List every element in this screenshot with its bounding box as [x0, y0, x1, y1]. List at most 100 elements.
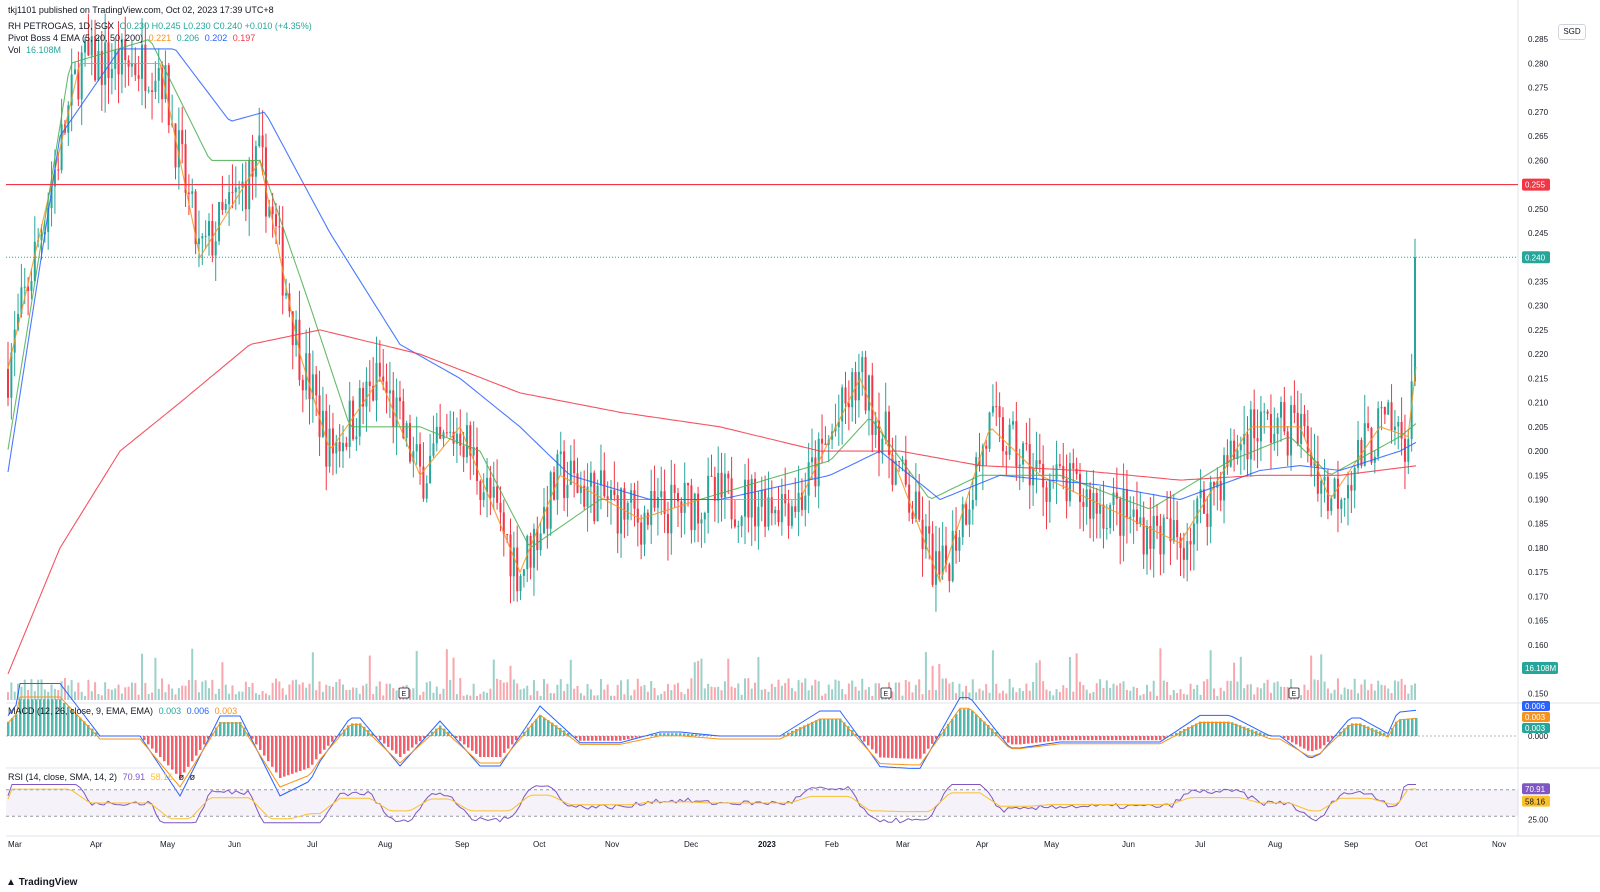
candle-body	[1350, 485, 1353, 491]
volume-bar	[214, 693, 217, 700]
volume-bar	[874, 683, 877, 700]
volume-bar	[1390, 693, 1393, 700]
volume-bar	[362, 685, 365, 700]
volume-bar	[857, 690, 860, 700]
macd-histogram-bar	[1243, 726, 1246, 736]
candle-body	[506, 534, 509, 536]
volume-bar	[1243, 688, 1246, 700]
candle-body	[1340, 499, 1343, 509]
volume-bar	[589, 689, 592, 700]
candle-body	[720, 472, 723, 498]
volume-bar	[1162, 680, 1165, 700]
volume-bar	[261, 691, 264, 700]
volume-bar	[1092, 691, 1095, 700]
candle-body	[985, 445, 988, 449]
candle-body	[1072, 463, 1075, 469]
candle-body	[573, 460, 576, 474]
macd-histogram-bar	[1375, 729, 1378, 736]
volume-bar	[720, 690, 723, 700]
volume-bar	[797, 680, 800, 700]
macd-histogram-bar	[1127, 736, 1130, 741]
macd-histogram-bar	[275, 736, 278, 773]
candle-body	[107, 42, 110, 79]
candle-body	[1008, 424, 1011, 455]
candle-body	[894, 460, 897, 485]
volume-bar	[368, 655, 371, 700]
volume-bar	[1182, 693, 1185, 700]
rsi-label[interactable]: RSI (14, close, SMA, 14, 2)	[8, 772, 118, 782]
currency-button[interactable]: SGD	[1558, 24, 1586, 40]
time-tick-label: Aug	[1268, 840, 1282, 849]
macd-histogram-bar	[859, 736, 862, 738]
volume-bar	[358, 693, 361, 700]
volume-bar	[546, 683, 549, 700]
macd-histogram-bar	[663, 733, 666, 736]
macd-histogram-bar	[807, 723, 810, 736]
candle-body	[643, 512, 646, 545]
macd-histogram-bar	[1387, 734, 1390, 736]
candle-body	[409, 423, 411, 462]
candle-body	[710, 475, 713, 477]
candle-body	[1266, 411, 1269, 414]
volume-bar	[1132, 686, 1135, 700]
candle-body	[700, 519, 703, 524]
candle-body	[1310, 452, 1313, 466]
volume-bar	[620, 680, 623, 700]
macd-histogram-bar	[1411, 718, 1414, 736]
macd-histogram-bar	[195, 736, 198, 756]
volume-bar	[988, 692, 991, 700]
volume-bar	[1263, 683, 1266, 700]
candle-body	[1112, 492, 1115, 506]
volume-bar	[1316, 680, 1319, 700]
candle-body	[1233, 440, 1236, 460]
macd-histogram-bar	[1139, 736, 1142, 741]
macd-histogram-bar	[299, 736, 302, 771]
candle-body	[881, 438, 884, 454]
macd-label[interactable]: MACD (12, 26, close, 9, EMA, EMA)	[8, 706, 154, 716]
candle-body	[606, 496, 609, 500]
candle-body	[301, 379, 304, 391]
macd-histogram-bar	[651, 734, 654, 736]
candle-body	[462, 445, 465, 458]
candle-body	[33, 241, 36, 282]
volume-tag-label: 16.108M	[1525, 664, 1556, 673]
candle-body	[663, 491, 666, 515]
macd-histogram-bar	[923, 736, 926, 754]
macd-histogram-bar	[647, 735, 650, 736]
candle-body	[683, 482, 686, 513]
symbol-name[interactable]: RH PETROGAS, 1D, SGX	[8, 21, 115, 31]
price-tick-label: 0.270	[1528, 108, 1549, 117]
candle-body	[610, 489, 612, 500]
volume-bar	[469, 695, 472, 700]
volume-bar	[10, 682, 13, 700]
candle-body	[40, 234, 43, 241]
macd-histogram-bar	[91, 728, 94, 736]
macd-histogram-bar	[567, 733, 570, 736]
macd-histogram-bar	[159, 736, 162, 757]
volume-bar	[40, 679, 43, 700]
candle-body	[1105, 527, 1108, 529]
candle-body	[204, 235, 207, 237]
macd-histogram-bar	[347, 725, 350, 736]
macd-histogram-bar	[843, 722, 846, 736]
macd-line	[7, 683, 1417, 797]
volume-bar	[47, 691, 50, 700]
volume-bar	[164, 692, 167, 700]
macd-histogram-bar	[1215, 721, 1218, 736]
candle-body	[1296, 412, 1299, 445]
candle-body	[978, 457, 981, 466]
macd-histogram-bar	[315, 736, 318, 760]
macd-histogram-bar	[311, 736, 314, 765]
macd-histogram-bar	[407, 736, 410, 751]
vol-label[interactable]: Vol	[8, 45, 21, 55]
volume-bar	[321, 691, 324, 700]
candle-body	[1055, 464, 1058, 481]
macd-value-tag	[1522, 723, 1550, 733]
volume-bar	[298, 684, 301, 700]
pivot-line: Pivot Boss 4 EMA (5, 20, 50, 200) 0.221 …	[8, 33, 255, 44]
candle-body	[821, 438, 824, 444]
macd-histogram-bar	[1067, 736, 1070, 741]
volume-bar	[603, 689, 606, 700]
pivot-label[interactable]: Pivot Boss 4 EMA (5, 20, 50, 200)	[8, 33, 144, 43]
